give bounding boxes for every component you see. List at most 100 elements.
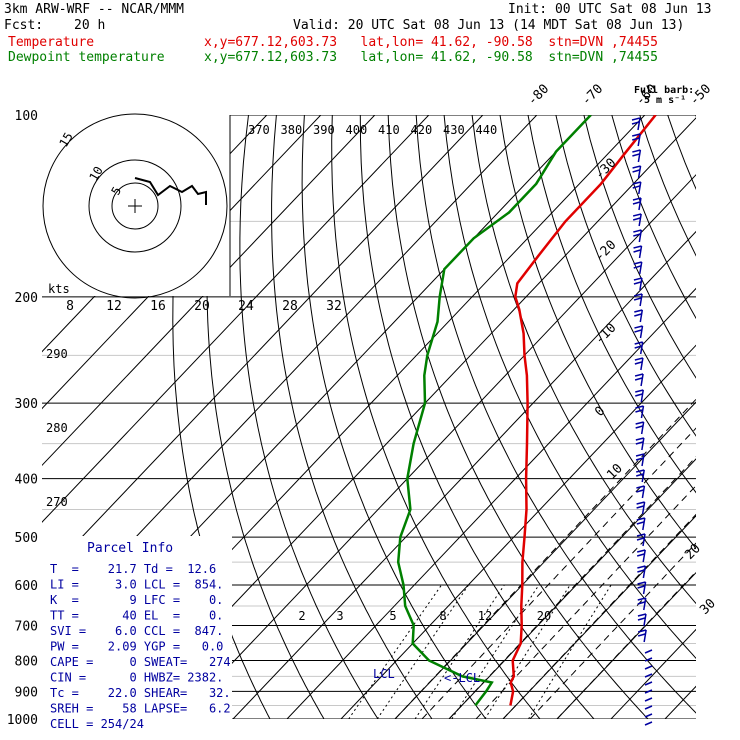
wind-barb-flag [636, 501, 645, 505]
theta-label: 370 [248, 123, 270, 137]
wind-barb [644, 649, 653, 654]
valid-time: Valid: 20 UTC Sat 08 Jun 13 (14 MDT Sat … [293, 18, 685, 33]
wind-barb-flag [634, 309, 643, 313]
wind-barb-flag [637, 613, 647, 617]
theta-label: 290 [46, 347, 68, 361]
theta-label: 390 [313, 123, 335, 137]
dry-adiabat-line [499, 115, 696, 550]
hodograph-units-label: kts [48, 282, 70, 296]
wind-barb-flag [633, 281, 642, 285]
pressure-tick-label: 300 [15, 397, 38, 412]
isotherm-line [42, 115, 430, 523]
wind-barb-flag [633, 245, 642, 249]
wind-barb-flag [636, 489, 644, 493]
theta-label: 380 [281, 123, 303, 137]
pressure-tick-label: 900 [15, 685, 38, 700]
parcel-info-row: PW = 2.09 YGP = 0.0 [50, 640, 223, 654]
wind-barb-flag [637, 581, 646, 585]
forecast-label: Fcst: [4, 18, 44, 33]
pressure-tick-label: 100 [15, 109, 38, 124]
wind-barb [641, 437, 645, 451]
theta-label: 410 [378, 123, 400, 137]
wind-barb-flag [633, 229, 642, 233]
mixing-ratio-label: 32 [326, 299, 342, 314]
wind-barb [643, 613, 647, 627]
wind-barb-flag [632, 181, 641, 185]
hodograph-ring [88, 159, 182, 253]
dry-adiabat-line [359, 115, 595, 719]
wind-barb [640, 421, 645, 435]
wind-barb-flag [636, 553, 645, 557]
moist-adiabat-line [394, 398, 696, 719]
wind-barb-flag [635, 421, 644, 425]
mixing-ratio-label: 3 [336, 609, 343, 623]
wind-barb-flag [635, 453, 645, 457]
wind-barb-flag [634, 345, 642, 349]
wind-barb-flag [634, 373, 644, 377]
isotherm-line [394, 401, 696, 719]
hodograph-ring [111, 182, 159, 230]
wind-barb-flag [637, 585, 645, 589]
wind-barb-flag [636, 469, 645, 473]
dry-adiabat-line [443, 115, 696, 659]
wind-barb-flag [634, 329, 642, 333]
wind-barb-flag [633, 261, 642, 265]
dewpoint-trace [396, 115, 592, 707]
wind-barb-flag [637, 597, 646, 601]
dry-adiabat-line [471, 115, 696, 605]
wind-barb [640, 389, 645, 403]
wind-barb-flag [632, 213, 642, 217]
theta-label: 400 [346, 123, 368, 137]
mixing-ratio-label: 8 [66, 299, 74, 314]
dry-adiabat-line [527, 115, 696, 494]
wind-barb [642, 581, 647, 595]
wind-barb [644, 689, 653, 694]
moist-adiabat-line [529, 542, 696, 719]
parcel-info-row: T = 21.7 Td = 12.6 [50, 562, 216, 576]
dry-adiabat-line [695, 115, 696, 118]
wind-barb [642, 549, 646, 563]
dry-adiabat-line [555, 115, 696, 437]
wind-barb [637, 149, 642, 163]
pressure-tick-label: 700 [15, 619, 38, 634]
theta-label: 430 [443, 123, 465, 137]
mixing-ratio-label: 16 [150, 299, 166, 314]
wind-barb [644, 681, 653, 686]
wind-barb [641, 501, 646, 515]
wind-barb [639, 293, 643, 307]
dry-adiabat-line [583, 115, 696, 379]
mixing-ratio-line [484, 584, 571, 719]
isotherm-label: 20 [682, 541, 704, 563]
pressure-tick-label: 400 [15, 473, 38, 488]
wind-barb-flag [634, 361, 643, 365]
wind-barb [644, 721, 653, 726]
wind-barb [642, 565, 647, 579]
isotherm-label: 30 [697, 596, 719, 618]
wind-barb-flag [632, 153, 640, 157]
dry-adiabat-line [331, 115, 541, 719]
wind-barb [637, 165, 642, 179]
wind-barb [639, 325, 644, 339]
wind-barb-flag [633, 297, 642, 301]
wind-barb-flag [633, 277, 643, 281]
temperature-trace [509, 115, 657, 706]
dry-adiabat-line [611, 115, 696, 320]
wind-barb-flag [633, 293, 643, 297]
wind-barb-flag [635, 405, 644, 409]
dry-adiabat-line [271, 115, 433, 719]
theta-label: 280 [46, 421, 68, 435]
hodograph-ring-label: 10 [86, 164, 105, 184]
pressure-tick-label: 600 [15, 579, 38, 594]
isotherm-line [610, 628, 696, 719]
isotherm-line [664, 685, 696, 719]
wind-barb-flag [633, 233, 641, 237]
isotherm-label: -20 [592, 238, 619, 265]
wind-barb [642, 533, 646, 547]
legend-dewpoint-info: x,y=677.12,603.73 lat,lon= 41.62, -90.58… [204, 50, 658, 65]
wind-barb-flag [632, 201, 641, 205]
wind-barb-flag [635, 441, 644, 445]
wind-barb [638, 245, 643, 259]
lcl-label: LCL [373, 667, 395, 681]
mixing-ratio-line [528, 584, 612, 719]
